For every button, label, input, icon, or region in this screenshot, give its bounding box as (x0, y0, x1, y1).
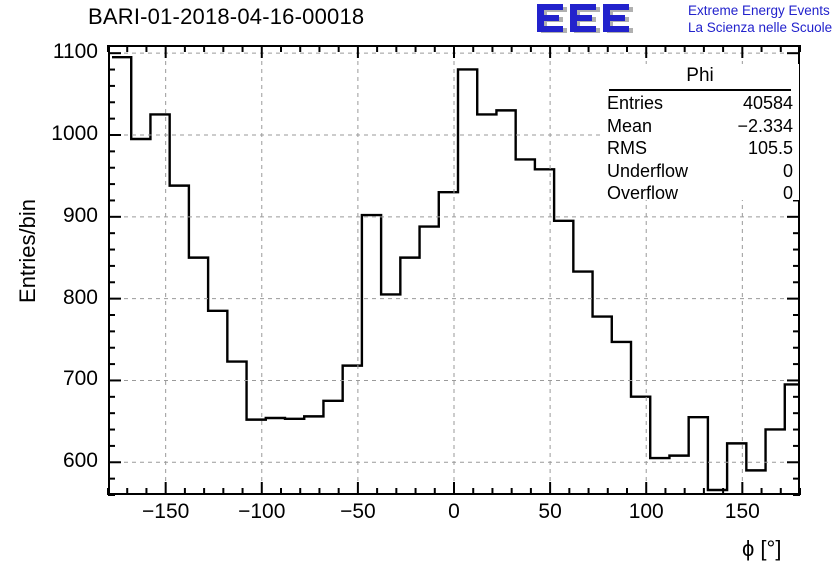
x-tick-label: 150 (724, 500, 760, 523)
stats-rows: Entries 40584 Mean −2.334 RMS 105.5 Underflow 0… (601, 92, 799, 205)
x-tick-label: −50 (340, 500, 376, 523)
stats-row: Mean −2.334 (601, 115, 799, 138)
y-tick-label: 900 (62, 203, 98, 227)
stats-row-value: 105.5 (747, 138, 793, 158)
stats-row-value: 0 (782, 160, 793, 181)
x-tick-label: 50 (538, 500, 562, 523)
stats-row-label: RMS (607, 138, 647, 158)
stats-row: RMS 105.5 (601, 137, 799, 160)
y-tick-label: 700 (62, 367, 98, 391)
stats-row-label: Underflow (607, 160, 689, 181)
stats-title: Phi (686, 65, 714, 86)
histogram-curve (112, 55, 798, 492)
y-tick-label: 600 (62, 449, 98, 473)
stats-row-label: Overflow (607, 183, 679, 203)
eee-logo: Extreme Energy Events La Scienza nelle S… (536, 1, 836, 39)
y-tick-label: 800 (62, 285, 98, 309)
stats-row: Underflow 0 (601, 160, 799, 183)
x-tick-label: −100 (238, 500, 286, 523)
eee-logo-line1: Extreme Energy Events (688, 3, 830, 18)
stats-row-value: −2.334 (737, 115, 793, 136)
stats-divider (609, 89, 791, 91)
x-tick-label: 100 (628, 500, 664, 523)
stats-row: Entries 40584 (601, 92, 799, 115)
y-tick-label: 1000 (51, 122, 98, 145)
eee-logo-text: Extreme Energy Events La Scienza nelle S… (688, 2, 832, 36)
plot-area (110, 47, 798, 493)
y-tick-label: 1100 (52, 40, 98, 64)
y-axis-label: Entries/bin (15, 199, 40, 303)
x-tick-label: 0 (448, 500, 460, 523)
stats-box: Phi Entries 40584 Mean −2.334 RMS 105.5 Underf… (601, 64, 799, 203)
page-title: BARI-01-2018-04-16-00018 (88, 4, 365, 29)
stats-row-value: 0 (782, 183, 793, 203)
eee-logo-line2: La Scienza nelle Scuole (688, 20, 833, 35)
eee-logo-mark-icon (537, 4, 633, 33)
stats-row-label: Entries (607, 93, 664, 113)
x-tick-label: −150 (142, 500, 190, 523)
stats-row-label: Mean (607, 115, 653, 136)
x-axis-label: ϕ [°] (742, 536, 782, 561)
stats-row-value: 40584 (742, 93, 793, 113)
stats-row: Overflow 0 (601, 182, 799, 205)
